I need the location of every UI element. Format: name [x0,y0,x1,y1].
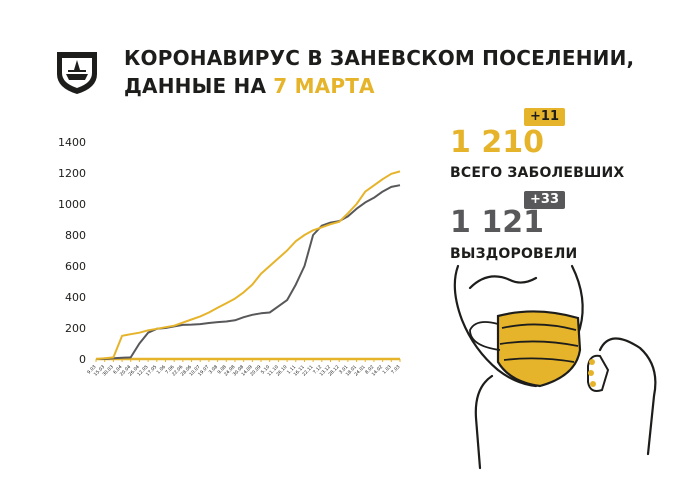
x-tick-label: 3.08 [208,364,219,375]
x-tick-label: 7.03 [390,364,401,375]
recovered-series-line [96,184,401,360]
cases-series-line [95,170,401,360]
total-cases-value: 1 210 [450,125,544,160]
x-tick-label: 6.04 [112,364,123,375]
y-tick-label: 400 [65,291,86,304]
x-tick-label: 7.06 [164,364,175,375]
x-tick-label: 3.01 [338,364,349,375]
recovered-value: 1 121 [450,205,544,240]
x-tick-label: 8.02 [364,364,375,375]
x-tick-label: 9.03 [86,364,97,375]
y-tick-label: 1200 [58,167,86,180]
title-line-1: КОРОНАВИРУС В ЗАНЕВСКОМ ПОСЕЛЕНИИ, [124,46,635,70]
x-tick-label: 5.10 [260,364,271,375]
y-tick-label: 1400 [58,136,86,149]
recovered-label: ВЫЗДОРОВЕЛИ [450,246,578,262]
title-prefix: ДАННЫЕ НА [124,74,274,98]
y-tick-label: 200 [65,322,86,335]
cases-delta-badge: +11 [524,108,565,126]
municipal-emblem-icon [57,52,97,94]
page-title: КОРОНАВИРУС В ЗАНЕВСКОМ ПОСЕЛЕНИИ, ДАННЫ… [124,44,664,100]
x-tick-label: 9.08 [216,364,227,375]
x-tick-label: 1.03 [381,364,392,375]
y-tick-label: 0 [79,353,86,366]
person-with-mask-illustration [453,264,657,470]
x-tick-label: 1.06 [156,364,167,375]
title-date: 7 МАРТА [273,74,375,98]
y-tick-label: 600 [65,260,86,273]
total-cases-label: ВСЕГО ЗАБОЛЕВШИХ [450,165,625,181]
x-tick-label: 1.11 [286,364,297,375]
title-line-2: ДАННЫЕ НА 7 МАРТА [124,72,664,100]
y-tick-label: 800 [65,229,86,242]
x-tick-label: 7.12 [312,364,323,375]
cases-line-chart: 02004006008001000120014009.0315.0330.036… [58,136,402,378]
recovered-delta-badge: +33 [524,191,565,209]
y-tick-label: 1000 [58,198,86,211]
